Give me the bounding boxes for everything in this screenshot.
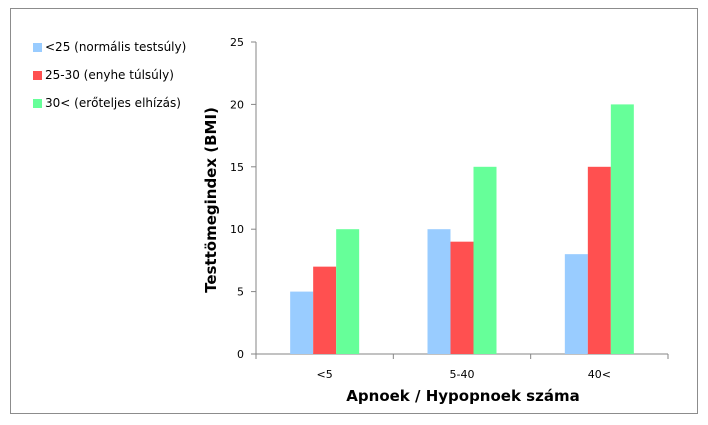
bar: [473, 166, 497, 354]
bar: [610, 104, 634, 355]
x-tick-label: 5-40: [450, 368, 475, 381]
y-tick-label: 5: [237, 286, 244, 299]
bar: [587, 166, 611, 354]
bar: [290, 291, 314, 354]
legend-swatch: [33, 99, 42, 108]
legend-label: 30< (erőteljes elhízás): [45, 96, 181, 110]
legend-swatch: [33, 43, 42, 52]
legend-item: 30< (erőteljes elhízás): [33, 94, 233, 122]
labels: 0 5 10 15 20 25 <5 5-40 40<: [230, 36, 611, 381]
bars: [290, 104, 634, 355]
legend-item: <25 (normális testsúly): [33, 38, 233, 66]
y-tick-label: 10: [230, 223, 244, 236]
legend: <25 (normális testsúly) 25-30 (enyhe túl…: [33, 38, 233, 122]
x-axis-title: Apnoek / Hypopnoek száma: [346, 387, 579, 405]
x-tick-label: <5: [317, 368, 333, 381]
bar: [313, 266, 337, 354]
legend-label: 25-30 (enyhe túlsúly): [45, 68, 174, 82]
bar: [336, 229, 360, 354]
bar: [427, 229, 451, 354]
bar: [564, 254, 588, 354]
legend-item: 25-30 (enyhe túlsúly): [33, 66, 233, 94]
y-tick-label: 0: [237, 348, 244, 361]
y-axis-title: Testtömegindex (BMI): [202, 107, 220, 293]
bar: [450, 241, 474, 354]
x-tick-label: 40<: [588, 368, 611, 381]
y-tick-label: 20: [230, 98, 244, 111]
y-tick-label: 15: [230, 161, 244, 174]
y-tick-label: 25: [230, 36, 244, 49]
legend-swatch: [33, 71, 42, 80]
legend-label: <25 (normális testsúly): [45, 40, 187, 54]
